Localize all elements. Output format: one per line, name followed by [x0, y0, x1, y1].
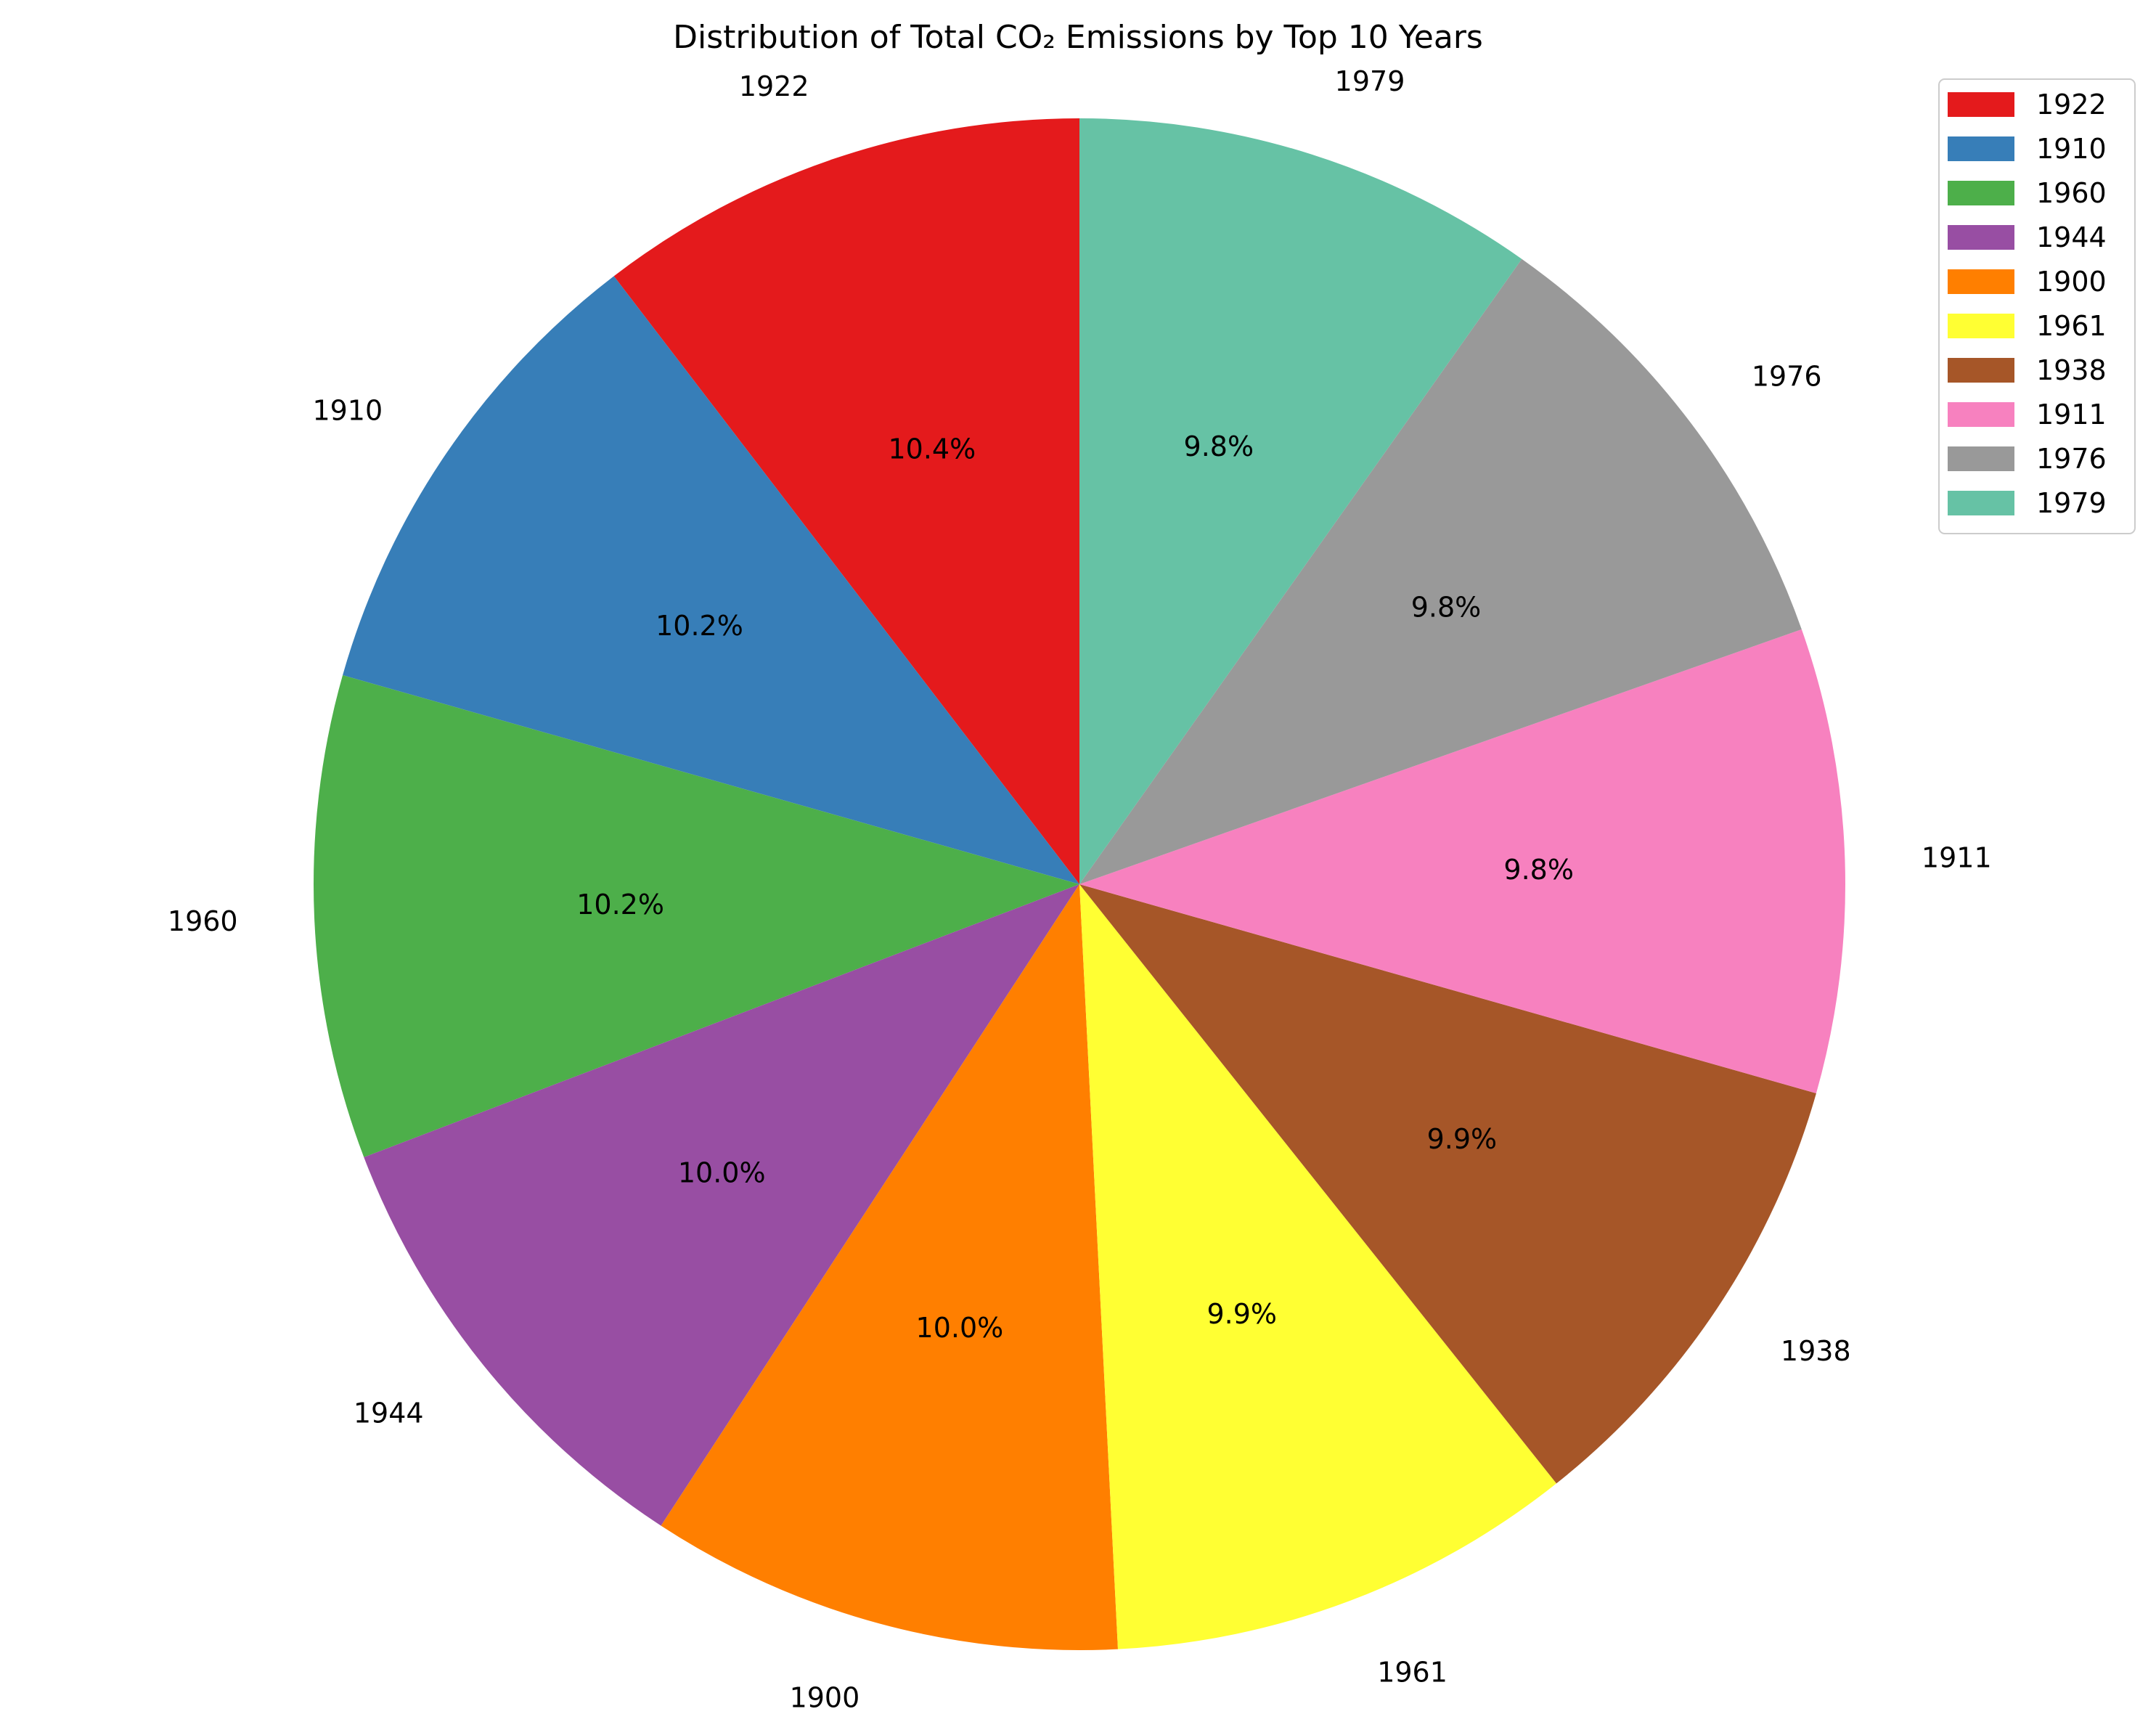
pie-slices — [314, 118, 1845, 1650]
pie-slice-1938 — [1079, 884, 1816, 1484]
pie-slice-1961 — [1079, 884, 1557, 1649]
slice-label-1976: 1976 — [1752, 360, 1822, 392]
legend-swatch-1910 — [1948, 136, 2014, 161]
percentage-label-1938: 9.9% — [1427, 1123, 1498, 1155]
pie-slice-1900 — [661, 884, 1119, 1650]
legend-swatch-1938 — [1948, 358, 2014, 383]
pie-slice-1960 — [314, 675, 1079, 1158]
pie-slice-1911 — [1079, 629, 1845, 1093]
pie-slice-1910 — [343, 276, 1080, 885]
legend-label-1922: 1922 — [2036, 89, 2107, 121]
percentage-label-1900: 10.0% — [916, 1312, 1004, 1344]
slice-labels: 1922 1910 1960 1944 1900 1961 1938 1911 1976 1979 — [168, 65, 1992, 1713]
legend-swatch-1979 — [1948, 491, 2014, 515]
chart-title: Distribution of Total CO₂ Emissions by T… — [673, 19, 1483, 56]
percentage-label-1976: 9.8% — [1411, 591, 1482, 623]
slice-label-1900: 1900 — [790, 1681, 860, 1713]
legend-label-1910: 1910 — [2036, 133, 2107, 165]
percentage-label-1911: 9.8% — [1503, 854, 1574, 886]
legend: 1922 1910 1960 1944 1900 1961 1938 1911 1976 1979 — [1938, 78, 2136, 534]
legend-label-1944: 1944 — [2036, 221, 2107, 253]
pie-slice-1944 — [364, 884, 1079, 1526]
legend-swatch-1911 — [1948, 402, 2014, 427]
legend-swatch-1976 — [1948, 446, 2014, 471]
percentage-label-1961: 9.9% — [1206, 1298, 1277, 1330]
legend-label-1979: 1979 — [2036, 487, 2107, 519]
legend-swatch-1944 — [1948, 225, 2014, 250]
pie-slice-1922 — [613, 118, 1079, 884]
slice-label-1961: 1961 — [1377, 1657, 1447, 1689]
legend-swatch-1922 — [1948, 92, 2014, 117]
pie-slice-1976 — [1079, 258, 1802, 884]
legend-label-1938: 1938 — [2036, 354, 2107, 386]
slice-label-1938: 1938 — [1781, 1335, 1851, 1367]
legend-swatch-1961 — [1948, 314, 2014, 338]
slice-label-1979: 1979 — [1335, 65, 1405, 97]
percentage-label-1922: 10.4% — [888, 433, 976, 465]
slice-label-1910: 1910 — [312, 395, 383, 427]
legend-swatch-1960 — [1948, 181, 2014, 205]
legend-swatch-1900 — [1948, 269, 2014, 294]
slice-label-1960: 1960 — [168, 905, 238, 937]
percentage-label-1960: 10.2% — [576, 889, 664, 921]
legend-label-1911: 1911 — [2036, 399, 2107, 431]
slice-label-1922: 1922 — [739, 70, 809, 102]
percentage-label-1910: 10.2% — [656, 610, 743, 642]
pie-slice-1979 — [1079, 118, 1522, 884]
percentage-label-1944: 10.0% — [678, 1156, 766, 1188]
percentage-label-1979: 9.8% — [1184, 431, 1254, 462]
percentage-labels: 10.4% 10.2% 10.2% 10.0% 10.0% 9.9% 9.9% 9.8% 9.8… — [576, 431, 1574, 1344]
slice-label-1944: 1944 — [354, 1397, 424, 1429]
legend-label-1900: 1900 — [2036, 266, 2107, 298]
slice-label-1911: 1911 — [1922, 842, 1992, 874]
legend-label-1961: 1961 — [2036, 310, 2107, 342]
legend-label-1960: 1960 — [2036, 177, 2107, 209]
legend-label-1976: 1976 — [2036, 443, 2107, 475]
